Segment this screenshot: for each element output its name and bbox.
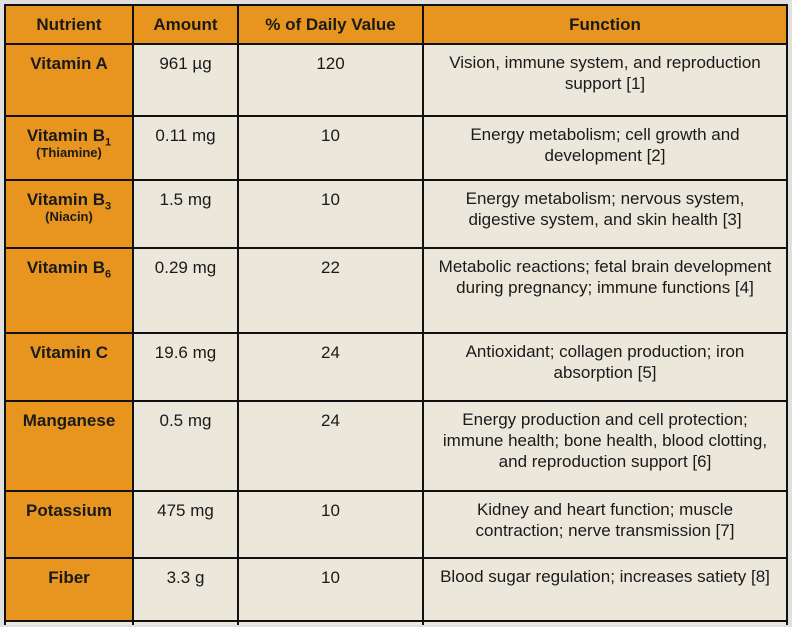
table-row: Vitamin A 961 µg 120 Vision, immune syst… [4, 43, 788, 117]
amount-cell: 3.3 g [132, 557, 239, 622]
daily-value-cell: 24 [237, 332, 424, 402]
nutrient-cell: Fiber [4, 557, 134, 622]
table-row: Vitamin B1 (Thiamine) 0.11 mg 10 Energy … [4, 115, 788, 181]
nutrition-table: Nutrient Amount % of Daily Value Functio… [4, 4, 788, 625]
nutrient-note: (Thiamine) [36, 145, 102, 160]
nutrient-subscript: 6 [104, 268, 112, 281]
daily-value-cell: 10 [237, 557, 424, 622]
nutrient-subscript: 3 [104, 200, 112, 213]
function-cell: Antioxidant; collagen production; iron a… [422, 332, 788, 402]
nutrient-name: Vitamin A [30, 54, 108, 73]
nutrient-name: Vitamin C [29, 343, 109, 362]
amount-cell: 19.6 mg [132, 332, 239, 402]
table-body: Vitamin A 961 µg 120 Vision, immune syst… [4, 43, 788, 622]
function-cell: Kidney and heart function; muscle contra… [422, 490, 788, 559]
cutoff-row [4, 620, 788, 625]
function-cell: Energy metabolism; nervous system, diges… [422, 179, 788, 249]
header-nutrient: Nutrient [4, 4, 134, 45]
table-row: Manganese 0.5 mg 24 Energy production an… [4, 400, 788, 492]
daily-value-cell: 22 [237, 247, 424, 334]
amount-cell: 475 mg [132, 490, 239, 559]
header-function: Function [422, 4, 788, 45]
table-header: Nutrient Amount % of Daily Value Functio… [4, 4, 788, 45]
header-amount: Amount [132, 4, 239, 45]
nutrient-name: Potassium [26, 501, 112, 520]
amount-cell: 0.11 mg [132, 115, 239, 181]
cutoff-cell [422, 620, 788, 625]
amount-cell: 0.29 mg [132, 247, 239, 334]
function-cell: Energy metabolism; cell growth and devel… [422, 115, 788, 181]
amount-cell: 1.5 mg [132, 179, 239, 249]
nutrient-name: Vitamin B [26, 190, 105, 209]
function-cell: Energy production and cell protection; i… [422, 400, 788, 492]
table-row: Vitamin B3 (Niacin) 1.5 mg 10 Energy met… [4, 179, 788, 249]
daily-value-cell: 10 [237, 490, 424, 559]
function-cell: Vision, immune system, and reproduction … [422, 43, 788, 117]
nutrient-cell: Vitamin B3 (Niacin) [4, 179, 134, 249]
nutrient-cell: Vitamin B6 [4, 247, 134, 334]
daily-value-cell: 10 [237, 115, 424, 181]
cutoff-cell [237, 620, 424, 625]
table-row: Fiber 3.3 g 10 Blood sugar regulation; i… [4, 557, 788, 622]
nutrient-name: Manganese [22, 411, 116, 430]
nutrient-cell: Vitamin A [4, 43, 134, 117]
table-row: Vitamin B6 0.29 mg 22 Metabolic reaction… [4, 247, 788, 334]
nutrient-note: (Niacin) [45, 209, 93, 224]
cutoff-cell [132, 620, 239, 625]
function-cell: Metabolic reactions; fetal brain develop… [422, 247, 788, 334]
table-row: Vitamin C 19.6 mg 24 Antioxidant; collag… [4, 332, 788, 402]
daily-value-cell: 120 [237, 43, 424, 117]
nutrient-cell: Potassium [4, 490, 134, 559]
daily-value-cell: 24 [237, 400, 424, 492]
nutrient-subscript: 1 [104, 136, 112, 149]
amount-cell: 961 µg [132, 43, 239, 117]
nutrient-name: Vitamin B [26, 258, 105, 277]
table-row: Potassium 475 mg 10 Kidney and heart fun… [4, 490, 788, 559]
cutoff-cell [4, 620, 134, 625]
nutrient-name: Vitamin B [26, 126, 105, 145]
daily-value-cell: 10 [237, 179, 424, 249]
amount-cell: 0.5 mg [132, 400, 239, 492]
function-cell: Blood sugar regulation; increases satiet… [422, 557, 788, 622]
nutrient-cell: Vitamin B1 (Thiamine) [4, 115, 134, 181]
header-daily-value: % of Daily Value [237, 4, 424, 45]
nutrition-table-container: Nutrient Amount % of Daily Value Functio… [4, 4, 788, 625]
table-partial-row [4, 620, 788, 625]
nutrient-cell: Manganese [4, 400, 134, 492]
nutrient-cell: Vitamin C [4, 332, 134, 402]
nutrient-name: Fiber [48, 568, 90, 587]
header-row: Nutrient Amount % of Daily Value Functio… [4, 4, 788, 45]
